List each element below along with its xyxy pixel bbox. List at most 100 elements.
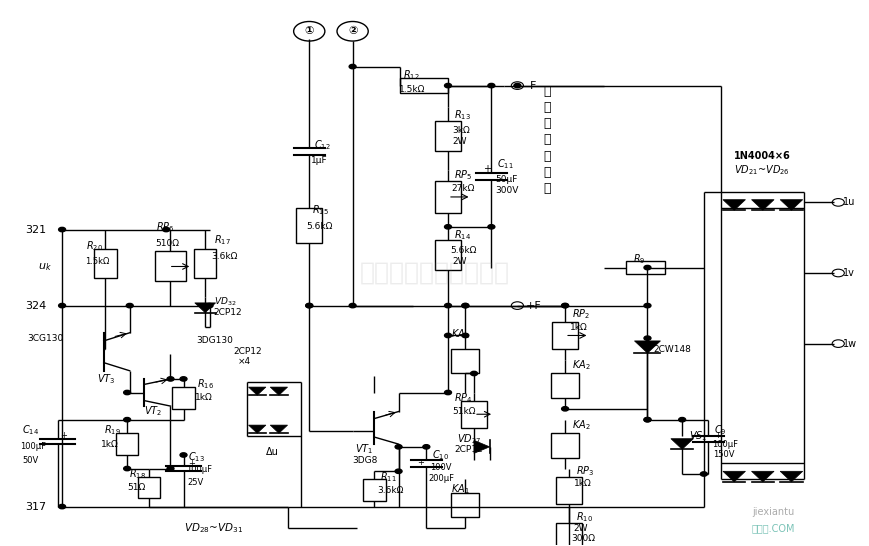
Polygon shape <box>779 471 802 482</box>
Text: ①: ① <box>304 26 314 36</box>
Text: 300V: 300V <box>494 186 518 195</box>
Circle shape <box>511 302 523 310</box>
Circle shape <box>514 84 521 88</box>
Text: $KA_1$: $KA_1$ <box>450 327 468 341</box>
Text: 50V: 50V <box>23 456 38 465</box>
Text: $VD_{27}$: $VD_{27}$ <box>456 432 481 446</box>
Text: 1v: 1v <box>841 268 853 278</box>
Bar <box>451 349 479 373</box>
Circle shape <box>167 466 174 471</box>
Text: $KA_2$: $KA_2$ <box>571 418 590 432</box>
Text: $R_{16}$: $R_{16}$ <box>196 377 213 391</box>
Text: 324: 324 <box>26 301 47 311</box>
Circle shape <box>444 304 451 308</box>
Bar <box>556 523 581 546</box>
Text: $R_{14}$: $R_{14}$ <box>454 228 471 242</box>
Text: $VD_{32}$: $VD_{32}$ <box>214 295 236 308</box>
Circle shape <box>700 472 706 476</box>
Text: $VD_{28}$~$VD_{31}$: $VD_{28}$~$VD_{31}$ <box>184 521 243 535</box>
Text: 2CP12: 2CP12 <box>234 347 262 357</box>
Text: 1kΩ: 1kΩ <box>573 479 591 488</box>
Polygon shape <box>779 200 802 210</box>
Circle shape <box>180 377 187 381</box>
Text: 3CG130: 3CG130 <box>28 334 63 343</box>
Text: 2CP12: 2CP12 <box>454 445 482 454</box>
Bar <box>400 78 448 93</box>
Text: $R_{13}$: $R_{13}$ <box>454 109 470 122</box>
Circle shape <box>58 227 65 232</box>
Text: 2CP12: 2CP12 <box>214 308 242 317</box>
Circle shape <box>444 224 451 229</box>
Bar <box>172 387 195 409</box>
Circle shape <box>395 444 401 449</box>
Bar <box>434 181 461 213</box>
Circle shape <box>305 304 312 308</box>
Circle shape <box>206 304 213 308</box>
Polygon shape <box>634 341 660 353</box>
Text: $VD_{21}$~$VD_{26}$: $VD_{21}$~$VD_{26}$ <box>733 163 789 177</box>
Text: +: + <box>713 431 720 441</box>
Text: 发: 发 <box>543 133 550 146</box>
Text: $R_{17}$: $R_{17}$ <box>214 234 230 247</box>
Polygon shape <box>270 387 288 395</box>
Circle shape <box>348 304 355 308</box>
Circle shape <box>58 304 65 308</box>
Text: $VT_3$: $VT_3$ <box>96 372 115 386</box>
Circle shape <box>643 336 650 340</box>
Circle shape <box>511 82 523 90</box>
Text: 3.6kΩ: 3.6kΩ <box>376 486 403 495</box>
Bar <box>362 479 385 501</box>
Circle shape <box>126 304 133 308</box>
Text: +: + <box>60 431 67 441</box>
Bar <box>625 261 664 274</box>
Text: $RP_2$: $RP_2$ <box>571 307 589 321</box>
Text: 1μF: 1μF <box>310 156 328 164</box>
Bar <box>461 401 487 428</box>
Polygon shape <box>249 387 266 395</box>
Text: 100V: 100V <box>429 463 451 472</box>
Text: $RP_5$: $RP_5$ <box>454 168 472 182</box>
Text: ×4: ×4 <box>237 357 250 366</box>
Text: -F: -F <box>526 81 536 91</box>
Text: $u_k$: $u_k$ <box>37 262 51 274</box>
Circle shape <box>167 377 174 381</box>
Text: 机: 机 <box>543 166 550 179</box>
Circle shape <box>422 444 429 449</box>
Circle shape <box>180 453 187 457</box>
Text: 50μF: 50μF <box>494 175 516 184</box>
Circle shape <box>348 64 355 69</box>
Text: $KA_2$: $KA_2$ <box>571 358 590 372</box>
Text: 2W: 2W <box>572 524 587 533</box>
Circle shape <box>163 227 169 232</box>
Text: 1kΩ: 1kΩ <box>101 440 119 449</box>
Text: 1.5kΩ: 1.5kΩ <box>84 257 109 265</box>
Circle shape <box>561 407 568 411</box>
Text: 3.6kΩ: 3.6kΩ <box>211 252 237 261</box>
Circle shape <box>488 224 494 229</box>
Text: jiexiantu: jiexiantu <box>751 507 793 517</box>
Text: 3DG8: 3DG8 <box>352 456 377 465</box>
Text: +F: +F <box>526 301 541 311</box>
Text: $RP_4$: $RP_4$ <box>454 391 472 405</box>
Text: +: + <box>417 458 424 466</box>
Text: 1.5kΩ: 1.5kΩ <box>398 85 424 94</box>
Text: 1kΩ: 1kΩ <box>195 394 212 402</box>
Polygon shape <box>195 303 216 313</box>
Text: 3DG130: 3DG130 <box>196 336 233 346</box>
Circle shape <box>123 466 130 471</box>
Text: 100μF: 100μF <box>711 440 737 449</box>
Text: $VT_1$: $VT_1$ <box>355 443 373 456</box>
Text: 317: 317 <box>26 502 47 512</box>
Text: $R_{20}$: $R_{20}$ <box>86 239 103 253</box>
Polygon shape <box>270 425 288 433</box>
Text: $R_9$: $R_9$ <box>632 252 645 266</box>
Text: 来: 来 <box>543 182 550 195</box>
Circle shape <box>643 418 650 422</box>
Circle shape <box>461 304 468 308</box>
Text: 电: 电 <box>543 150 550 163</box>
Bar <box>155 251 186 281</box>
Text: $VS_1$: $VS_1$ <box>688 429 706 443</box>
Polygon shape <box>249 425 266 433</box>
Bar <box>116 433 138 455</box>
Circle shape <box>305 304 312 308</box>
